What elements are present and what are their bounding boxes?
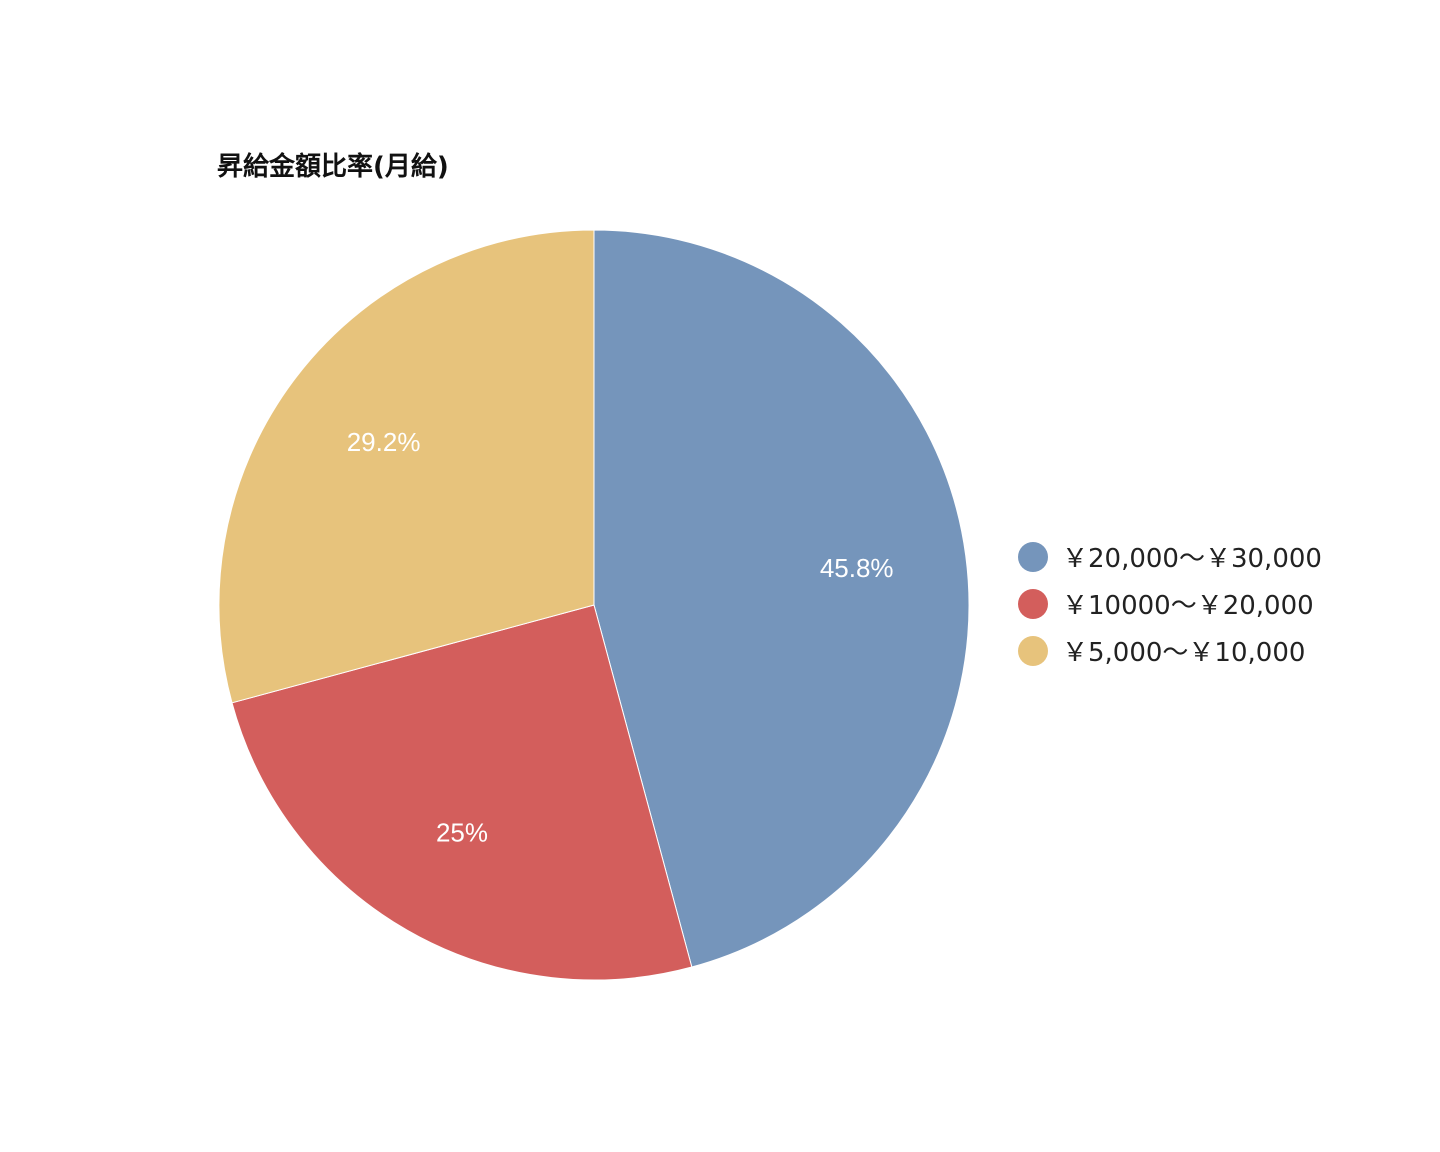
pie-slice-2 [231,604,693,981]
slice-label-1: 45.8% [820,553,894,583]
legend-item-1: ￥20,000～￥30,000 [1018,533,1322,580]
pie-slice-1 [593,229,970,968]
legend-swatch-2 [1018,588,1048,619]
chart-title: 昇給金額比率(月給) [217,152,449,182]
legend-item-3: ￥5,000～￥10,000 [1018,627,1322,674]
legend: ￥20,000～￥30,000 ￥10000～￥20,000 ￥5,000～￥10,… [1018,533,1322,674]
legend-label-2: ￥10000～￥20,000 [1062,591,1314,621]
slice-label-3: 29.2% [347,427,421,457]
legend-swatch-1 [1018,541,1048,572]
legend-swatch-3 [1018,635,1048,666]
slice-label-2: 25% [436,818,488,848]
legend-label-3: ￥5,000～￥10,000 [1062,638,1306,668]
legend-label-1: ￥20,000～￥30,000 [1062,544,1322,574]
pie-slice-3 [218,229,595,704]
legend-item-2: ￥10000～￥20,000 [1018,580,1322,627]
